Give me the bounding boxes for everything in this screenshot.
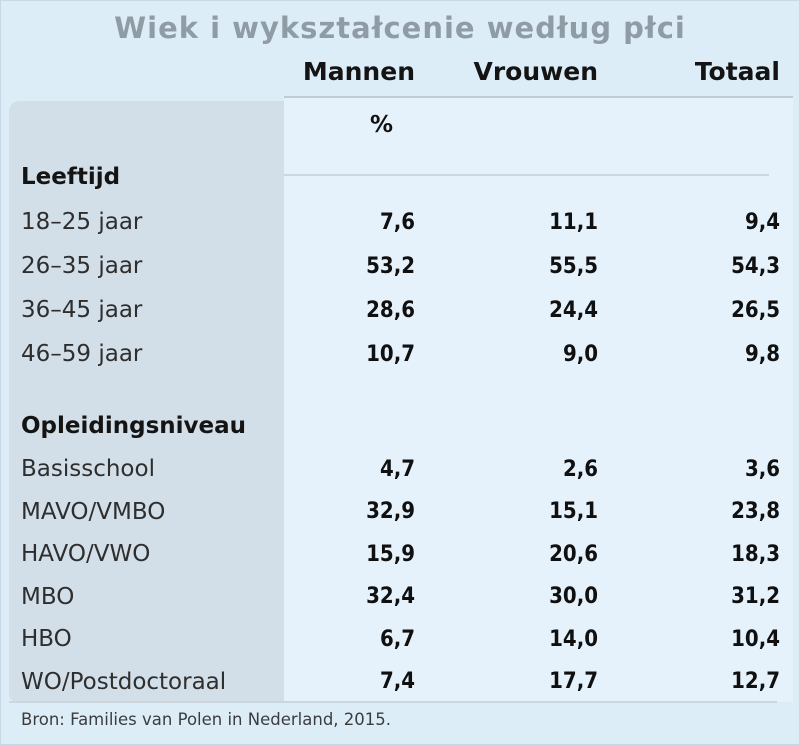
data-table: % Leeftijd 18–25 jaar 7,6 11,1 9,4 26–35… <box>9 96 793 702</box>
row-label: WO/Postdoctoraal <box>21 668 227 695</box>
cell-value-totaal: 10,4 <box>731 626 780 652</box>
cell-value-vrouwen: 15,1 <box>549 499 598 525</box>
cell-value-mannen: 7,4 <box>379 669 415 695</box>
cell-value-mannen: 7,6 <box>379 209 415 235</box>
table-row: HBO 6,7 14,0 10,4 <box>9 618 793 661</box>
data-panel-background <box>284 96 793 702</box>
cell-value-totaal: 26,5 <box>731 297 780 323</box>
column-header-vrouwen: Vrouwen <box>473 56 599 86</box>
cell-value-totaal: 54,3 <box>731 253 780 279</box>
row-label: 26–35 jaar <box>21 253 143 279</box>
cell-value-vrouwen: 20,6 <box>549 541 598 567</box>
cell-value-vrouwen: 14,0 <box>549 626 598 652</box>
cell-value-totaal: 18,3 <box>731 541 780 567</box>
cell-value-mannen: 28,6 <box>366 297 415 323</box>
section-header-row: Leeftijd <box>9 154 793 200</box>
cell-value-totaal: 9,4 <box>744 209 780 235</box>
cell-value-totaal: 12,7 <box>731 669 780 695</box>
table-rows: % Leeftijd 18–25 jaar 7,6 11,1 9,4 26–35… <box>9 96 793 702</box>
column-header-mannen: Mannen <box>302 56 415 86</box>
table-row: 46–59 jaar 10,7 9,0 9,8 <box>9 332 793 376</box>
cell-value-totaal: 9,8 <box>744 341 780 367</box>
cell-value-totaal: 3,6 <box>744 456 780 482</box>
label-column-background <box>9 101 284 702</box>
table-row: 26–35 jaar 53,2 55,5 54,3 <box>9 244 793 288</box>
row-label: MBO <box>21 583 75 610</box>
cell-value-vrouwen: 2,6 <box>562 456 598 482</box>
page-title: Wiek i wykształcenie według płci <box>114 11 686 45</box>
cell-value-totaal: 23,8 <box>731 499 780 525</box>
source-note: Bron: Families van Polen in Nederland, 2… <box>21 710 392 729</box>
section-header-label: Leeftijd <box>21 164 121 190</box>
row-label: HAVO/VWO <box>21 541 151 568</box>
cell-value-vrouwen: 17,7 <box>549 669 598 695</box>
unit-label: % <box>369 112 393 138</box>
percent-separator-line <box>284 174 769 176</box>
cell-value-vrouwen: 30,0 <box>549 584 598 610</box>
row-label: 18–25 jaar <box>21 209 143 235</box>
table-row: WO/Postdoctoraal 7,4 17,7 12,7 <box>9 661 793 704</box>
cell-value-vrouwen: 24,4 <box>549 297 598 323</box>
cell-value-vrouwen: 55,5 <box>549 253 598 279</box>
table-row: HAVO/VWO 15,9 20,6 18,3 <box>9 533 793 576</box>
cell-value-totaal: 31,2 <box>731 584 780 610</box>
footer-separator-line <box>9 701 777 703</box>
cell-value-mannen: 15,9 <box>366 541 415 567</box>
section-header-label: Opleidingsniveau <box>21 413 247 439</box>
cell-value-mannen: 32,4 <box>366 584 415 610</box>
row-label: MAVO/VMBO <box>21 498 166 525</box>
table-row: Basisschool 4,7 2,6 3,6 <box>9 448 793 491</box>
table-row: MAVO/VMBO 32,9 15,1 23,8 <box>9 491 793 534</box>
row-label: 46–59 jaar <box>21 341 143 367</box>
column-header-totaal: Totaal <box>694 56 780 86</box>
rows-container: Leeftijd 18–25 jaar 7,6 11,1 9,4 26–35 j… <box>9 154 793 703</box>
cell-value-mannen: 4,7 <box>379 456 415 482</box>
section-header-row: Opleidingsniveau <box>9 404 793 448</box>
cell-value-mannen: 10,7 <box>366 341 415 367</box>
row-label: HBO <box>21 626 72 653</box>
cell-value-mannen: 53,2 <box>366 253 415 279</box>
row-label: Basisschool <box>21 456 155 483</box>
table-row: 36–45 jaar 28,6 24,4 26,5 <box>9 288 793 332</box>
table-row: 18–25 jaar 7,6 11,1 9,4 <box>9 200 793 244</box>
table-row: MBO 32,4 30,0 31,2 <box>9 576 793 619</box>
unit-row: % <box>9 96 793 154</box>
cell-value-vrouwen: 11,1 <box>549 209 598 235</box>
section-spacer <box>9 376 793 404</box>
row-label: 36–45 jaar <box>21 297 143 323</box>
cell-value-vrouwen: 9,0 <box>562 341 598 367</box>
cell-value-mannen: 6,7 <box>379 626 415 652</box>
column-header-row: Mannen Vrouwen Totaal <box>9 54 793 88</box>
cell-value-mannen: 32,9 <box>366 499 415 525</box>
